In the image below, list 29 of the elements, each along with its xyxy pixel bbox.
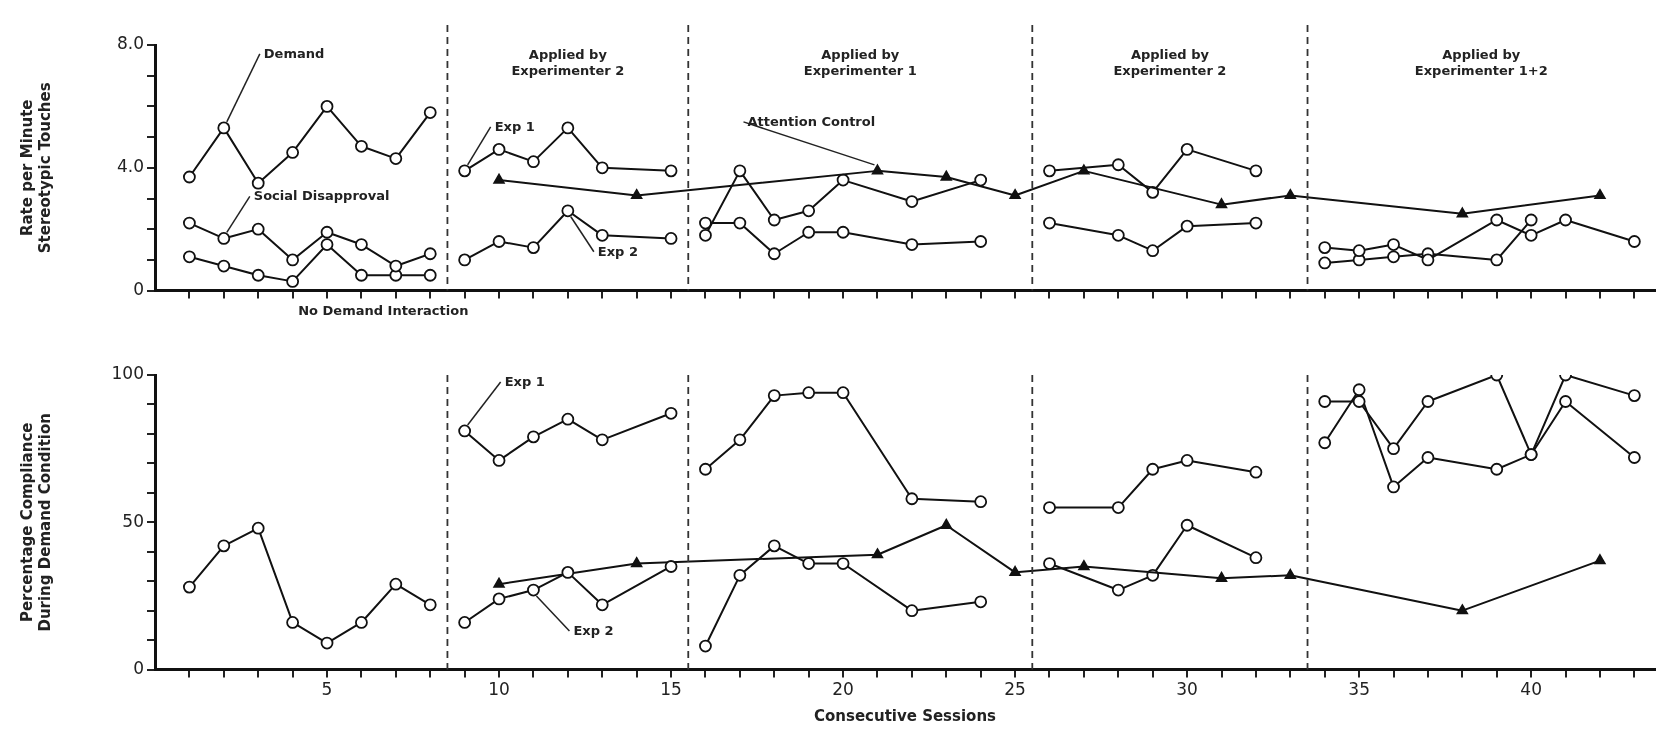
y-tick-label: 0 bbox=[133, 279, 144, 300]
annotation: Applied by Experimenter 2 bbox=[511, 47, 625, 78]
series-label: Exp 2 bbox=[573, 623, 614, 639]
y-tick-label: 100 bbox=[111, 363, 144, 384]
y-tick-label: 50 bbox=[122, 510, 144, 531]
series-label: Social Disapproval bbox=[253, 188, 390, 204]
x-tick-label: 20 bbox=[832, 679, 854, 700]
x-tick-label: 5 bbox=[321, 679, 333, 700]
x-tick-label: 15 bbox=[660, 679, 682, 700]
x-tick-label: 10 bbox=[488, 679, 510, 700]
y-tick-label: 8.0 bbox=[116, 33, 144, 54]
y-axis-title: Percentage Compliance During Demand Condition bbox=[17, 413, 54, 632]
y-axis-title: Rate per Minute Stereotypic Touches bbox=[17, 82, 54, 254]
y-tick-label: 4.0 bbox=[116, 156, 144, 177]
text: Demand bbox=[263, 45, 325, 61]
x-axis-title: Consecutive Sessions bbox=[813, 706, 997, 725]
x-tick-label: 40 bbox=[1520, 679, 1542, 700]
text: Exp 1 bbox=[504, 373, 545, 389]
series-label: No Demand Interaction bbox=[298, 303, 469, 319]
x-tick-label: 35 bbox=[1348, 679, 1370, 700]
series-label: Exp 2 bbox=[597, 243, 638, 259]
x-tick-label: 25 bbox=[1004, 679, 1026, 700]
annotation: Applied by Experimenter 2 bbox=[1113, 47, 1227, 78]
series-label: Exp 1 bbox=[494, 118, 535, 134]
x-tick-label: 30 bbox=[1176, 679, 1198, 700]
annotation: Applied by Experimenter 1+2 bbox=[1414, 47, 1548, 78]
y-tick-label: 0 bbox=[133, 658, 144, 679]
annotation: Applied by Experimenter 1 bbox=[803, 47, 917, 78]
text: Attention Control bbox=[747, 113, 876, 129]
